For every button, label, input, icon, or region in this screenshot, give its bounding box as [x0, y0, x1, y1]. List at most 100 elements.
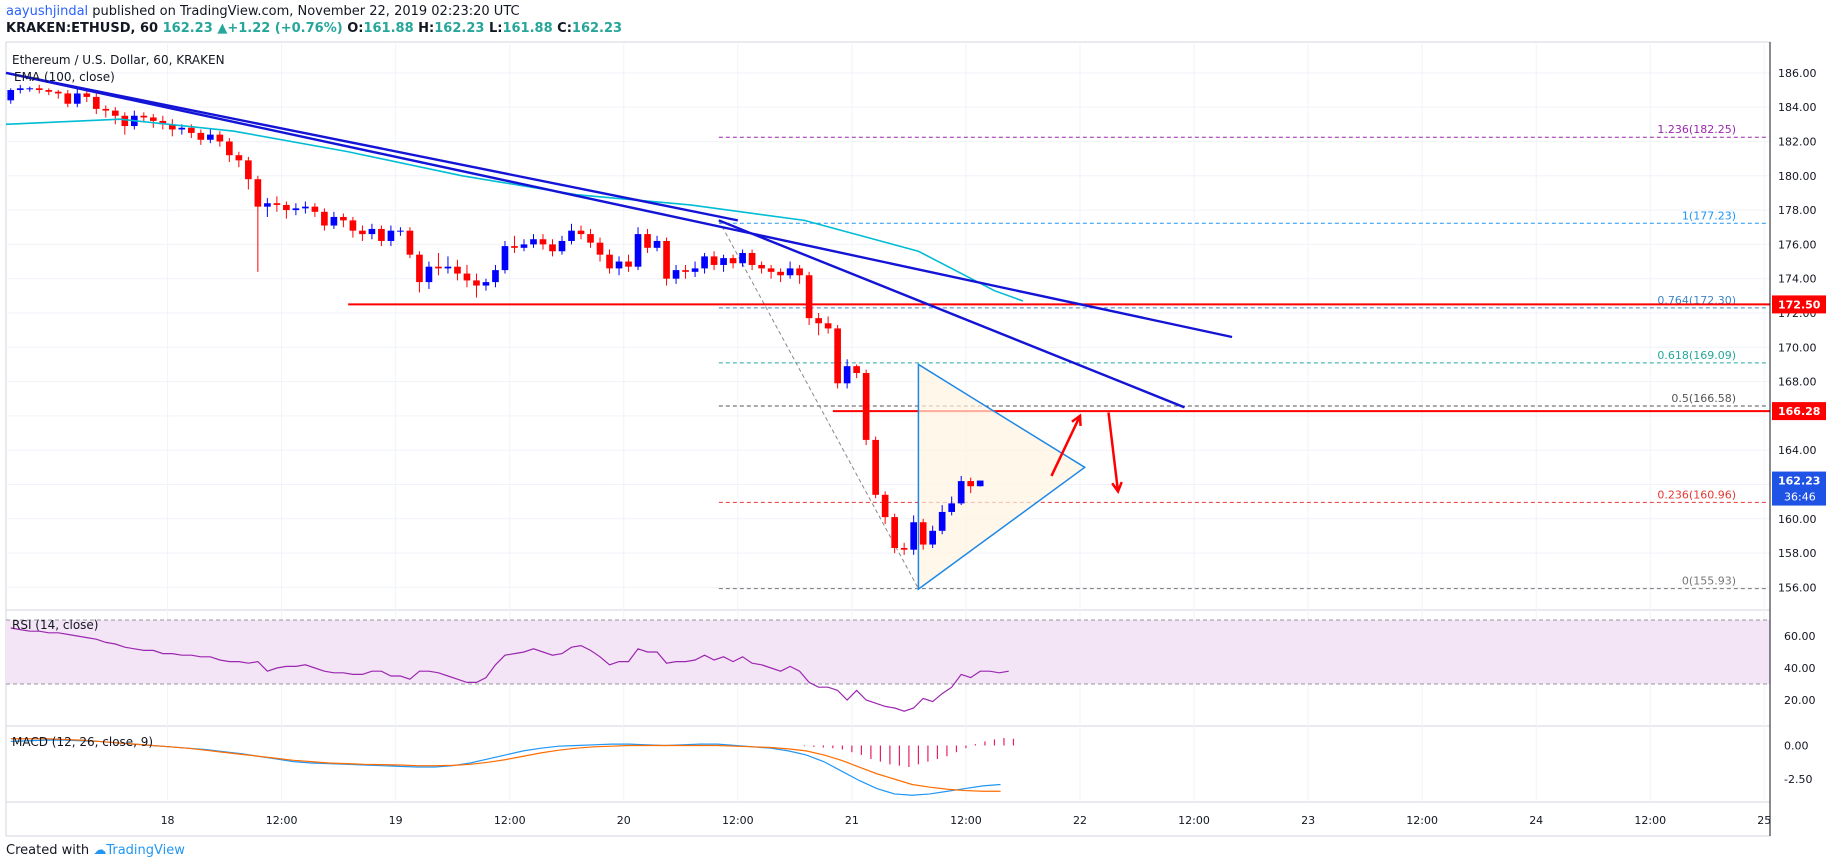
x-tick-label: 22: [1073, 814, 1087, 827]
candle-body: [330, 216, 338, 226]
candle-body: [729, 258, 737, 264]
axes: 186.00184.00182.00180.00178.00176.00174.…: [161, 42, 1817, 836]
candle-body: [83, 93, 91, 97]
candle-body: [720, 258, 727, 265]
y-tick-label: 156.00: [1778, 581, 1817, 594]
rsi-tick-label: 40.00: [1784, 662, 1816, 675]
candle-body: [710, 256, 718, 265]
candle-body: [625, 261, 632, 267]
x-tick-label: 12:00: [950, 814, 982, 827]
candle-body: [102, 108, 110, 111]
x-tick-label: 12:00: [494, 814, 526, 827]
candle-body: [463, 273, 471, 281]
candle-body: [796, 268, 803, 276]
y-tick-label: 178.00: [1778, 204, 1817, 217]
candle-body: [73, 93, 81, 104]
candle-body: [311, 206, 319, 212]
candle-body: [558, 240, 566, 252]
x-tick-label: 25: [1757, 814, 1771, 827]
candle-body: [64, 93, 72, 104]
candle-body: [634, 234, 642, 267]
candle-body: [587, 234, 594, 243]
footer-brand[interactable]: TradingView: [106, 843, 185, 858]
candle-body: [910, 522, 917, 550]
open-value: 161.88: [363, 21, 414, 36]
fib-label: 1(177.23): [1682, 209, 1736, 222]
candle-body: [615, 261, 623, 269]
up-arrow-icon: ▲: [217, 21, 228, 36]
candle-body: [406, 230, 414, 255]
low-value: 161.88: [502, 21, 553, 36]
rsi-tick-label: 60.00: [1784, 630, 1816, 643]
candle-body: [292, 208, 300, 211]
candle-body: [929, 530, 936, 545]
support-price-label: 166.28: [1778, 405, 1820, 418]
footer-created: Created with: [6, 843, 90, 858]
candle-body: [425, 266, 433, 283]
candle-body: [653, 240, 661, 248]
y-tick-label: 160.00: [1778, 513, 1817, 526]
candle-body: [197, 132, 205, 140]
candle-body: [539, 239, 547, 245]
candle-body: [368, 228, 376, 235]
candle-body: [492, 270, 499, 283]
candle-body: [283, 204, 290, 211]
candle-body: [444, 266, 452, 269]
last-price: 162.23: [162, 21, 213, 36]
fib-label: 0(155.93): [1682, 575, 1736, 588]
high-label: H:: [418, 21, 435, 36]
candle-body: [159, 120, 167, 125]
footer: Created with ☁TradingView: [6, 843, 185, 858]
trendline: [5, 71, 739, 222]
candle-body: [691, 268, 699, 272]
candle-body: [767, 268, 775, 272]
macd-tick-label: -2.50: [1784, 773, 1812, 786]
candle-body: [7, 90, 15, 101]
candle-body: [26, 88, 34, 90]
y-tick-label: 182.00: [1778, 135, 1817, 148]
support-price-tag: [1772, 295, 1826, 314]
candle-body: [454, 266, 461, 274]
fib-label: 1.236(182.25): [1657, 123, 1736, 136]
candle-body: [834, 328, 841, 384]
author-name[interactable]: aayushjindal: [6, 4, 89, 19]
x-tick-label: 18: [161, 814, 175, 827]
tradingview-logo-icon[interactable]: ☁: [93, 843, 107, 858]
candle-body: [872, 439, 879, 495]
symbol-text: KRAKEN:ETHUSD, 60: [6, 21, 159, 36]
candle-body: [349, 220, 357, 231]
candle-body: [967, 481, 975, 487]
y-tick-label: 168.00: [1778, 376, 1817, 389]
price-labels: 172.50 166.28 162.23 36:46: [1772, 295, 1826, 506]
candle-body: [843, 366, 851, 384]
x-tick-label: 12:00: [1178, 814, 1210, 827]
candle-body: [235, 155, 243, 161]
candle-body: [207, 134, 214, 140]
candle-body: [473, 280, 480, 286]
low-label: L:: [488, 21, 503, 36]
candle-body: [35, 88, 43, 91]
candle-body: [549, 244, 556, 252]
candle-body: [416, 254, 423, 283]
chart-title: Ethereum / U.S. Dollar, 60, KRAKEN: [12, 53, 225, 67]
candle-body: [111, 110, 119, 116]
candle-body: [264, 203, 271, 207]
candle-body: [853, 366, 860, 374]
rsi-band-fill: [6, 620, 1770, 684]
trendline: [5, 71, 1233, 339]
candle-body: [387, 230, 395, 241]
x-tick-label: 21: [845, 814, 859, 827]
macd-pane: [10, 738, 1015, 796]
candle-body: [140, 115, 148, 118]
candle-body: [815, 318, 822, 324]
fib-label: 0.618(169.09): [1657, 349, 1736, 362]
candle-body: [862, 373, 870, 440]
trendlines: [5, 71, 1233, 409]
candle-body: [672, 270, 680, 279]
candle-body: [919, 522, 927, 545]
candle-body: [92, 96, 100, 109]
candle-body: [254, 179, 262, 207]
candle-body: [273, 203, 281, 205]
candle-body: [378, 228, 385, 241]
